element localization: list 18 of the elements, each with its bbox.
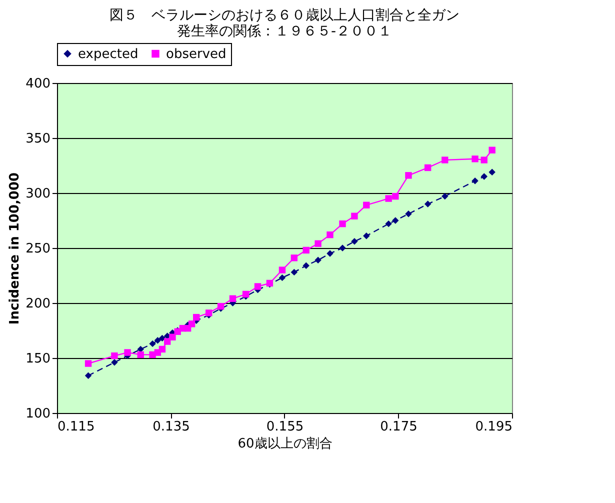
y-tick-label: 100 — [26, 406, 50, 422]
y-tick-label: 200 — [26, 296, 50, 312]
y-tick-label: 400 — [26, 76, 50, 92]
x-axis-title: 60歳以上の割合 — [238, 436, 332, 452]
x-tick-label: 0.115 — [58, 420, 95, 434]
text: 図５ ベラルーシのおける６０歳以上人口割合と全ガン — [110, 8, 460, 24]
legend-label: expected — [78, 46, 138, 62]
y-tick-label: 350 — [26, 132, 50, 146]
x-tick-label: 0.155 — [266, 420, 304, 434]
y-tick-label: 150 — [26, 352, 50, 366]
x-tick-label: 0.175 — [380, 420, 418, 434]
x-tick-label: 0.135 — [152, 420, 190, 434]
y-axis-title: Incidence in 100,000 — [8, 172, 23, 325]
y-tick-label: 250 — [26, 242, 50, 256]
legend-label: observed — [166, 46, 226, 62]
x-tick-label: 0.195 — [475, 420, 512, 434]
y-tick-label: 300 — [26, 186, 50, 202]
text: 発生率の関係：１９６５-２００１ — [176, 24, 392, 40]
